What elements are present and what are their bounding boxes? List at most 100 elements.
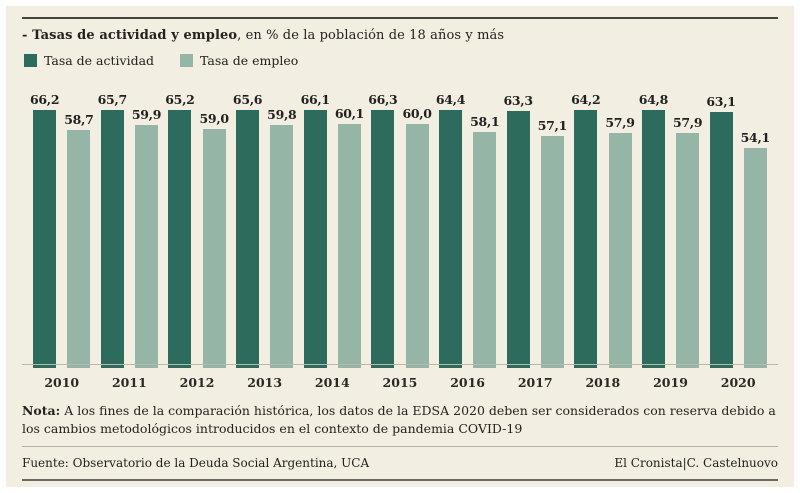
bar <box>438 110 462 368</box>
bar-group-2013: 65,6 59,8 2013 <box>233 92 297 390</box>
bar <box>371 110 395 368</box>
credit-text: El Cronista|C. Castelnuovo <box>614 456 778 470</box>
bar <box>33 110 57 368</box>
bar-column: 66,2 <box>30 92 60 368</box>
bar-column: 60,0 <box>402 92 432 368</box>
chart-card: - Tasas de actividad y empleo, en % de l… <box>6 6 794 487</box>
chart-note: Nota: A los fines de la comparación hist… <box>22 402 778 437</box>
bar-value-label: 64,8 <box>638 92 669 107</box>
chart-note-label: Nota: <box>22 403 61 418</box>
bar-column: 65,7 <box>98 92 127 368</box>
bar-column: 66,3 <box>368 92 398 368</box>
bar-pair: 65,2 59,0 <box>165 92 229 368</box>
legend-item-actividad: Tasa de actividad <box>24 53 154 68</box>
year-label: 2020 <box>720 375 756 390</box>
bar <box>236 110 260 368</box>
bar-value-label: 57,1 <box>537 118 568 134</box>
bar-group-2020: 63,1 54,1 2020 <box>706 92 770 390</box>
bar <box>337 124 361 368</box>
bar-group-2018: 64,2 57,9 2018 <box>571 92 635 390</box>
bar-column: 64,4 <box>436 92 465 368</box>
bar-pair: 63,3 57,1 <box>503 92 567 368</box>
bar-pair: 66,3 60,0 <box>368 92 432 368</box>
bar-group-2016: 64,4 58,1 2016 <box>436 92 500 390</box>
bottom-rule <box>22 479 778 481</box>
bar-group-2012: 65,2 59,0 2012 <box>165 92 229 390</box>
legend-label-actividad: Tasa de actividad <box>44 53 155 68</box>
bar-value-label: 58,1 <box>470 114 500 130</box>
bar <box>743 148 767 368</box>
chart-title: - Tasas de actividad y empleo, en % de l… <box>22 28 778 43</box>
bar-pair: 64,8 57,9 <box>639 92 703 368</box>
bar <box>303 110 327 368</box>
bar-value-label: 64,4 <box>435 92 466 107</box>
bar-value-label: 66,3 <box>368 92 398 107</box>
year-label: 2011 <box>111 375 147 390</box>
bar <box>168 110 192 368</box>
bar-column: 59,0 <box>200 92 229 368</box>
bar-group-2015: 66,3 60,0 2015 <box>368 92 432 390</box>
year-label: 2015 <box>382 375 418 390</box>
bar-column: 60,1 <box>335 92 364 368</box>
bar-group-2010: 66,2 58,7 2010 <box>30 92 94 390</box>
bar-pair: 65,7 59,9 <box>98 92 161 368</box>
bar-group-2011: 65,7 59,9 2011 <box>98 92 162 390</box>
chart-plot: 66,2 58,7 2010 65,7 59,9 2011 65,2 59,0 2012 65,6… <box>22 88 778 390</box>
bar <box>135 124 159 368</box>
bar-column: 57,9 <box>605 92 635 368</box>
bar-value-label: 59,0 <box>199 110 230 126</box>
year-label: 2014 <box>314 375 350 390</box>
bar <box>506 111 530 368</box>
bar-value-label: 65,7 <box>97 92 128 107</box>
bar-column: 66,1 <box>301 92 330 368</box>
year-label: 2017 <box>517 375 553 390</box>
bar <box>202 128 226 368</box>
chart-legend: Tasa de actividad Tasa de empleo <box>24 53 778 68</box>
bar <box>100 110 124 368</box>
top-rule <box>22 17 778 19</box>
legend-swatch-empleo <box>180 54 194 67</box>
bar <box>473 132 497 368</box>
bar <box>405 124 429 368</box>
bar-column: 58,1 <box>470 92 500 368</box>
bar-value-label: 60,0 <box>402 106 432 122</box>
chart-title-bold: - Tasas de actividad y empleo <box>22 28 238 43</box>
bar-column: 59,9 <box>132 92 161 368</box>
bar-value-label: 54,1 <box>740 130 771 146</box>
year-label: 2010 <box>44 375 80 390</box>
x-axis-baseline <box>22 364 778 365</box>
bar-value-label: 60,1 <box>334 106 365 122</box>
bar-column: 65,6 <box>233 92 262 368</box>
bar-value-label: 57,9 <box>673 115 703 130</box>
bar <box>574 110 598 368</box>
bar-value-label: 66,1 <box>300 92 331 107</box>
bar <box>540 136 564 368</box>
bar-column: 64,8 <box>639 92 668 368</box>
bar <box>608 133 632 368</box>
legend-item-empleo: Tasa de empleo <box>180 53 298 68</box>
bar-pair: 64,4 58,1 <box>436 92 500 368</box>
bar <box>270 125 294 368</box>
bar-pair: 63,1 54,1 <box>706 92 770 368</box>
bar-column: 59,8 <box>267 92 297 368</box>
bar-group-2019: 64,8 57,9 2019 <box>639 92 703 390</box>
year-label: 2018 <box>585 375 621 390</box>
year-label: 2012 <box>179 375 215 390</box>
legend-swatch-actividad <box>24 54 37 67</box>
bar-column: 63,3 <box>503 92 533 368</box>
bar-value-label: 66,2 <box>30 92 60 107</box>
bar-column: 58,7 <box>64 92 94 368</box>
bar-pair: 66,2 58,7 <box>30 92 94 368</box>
bar-group-2014: 66,1 60,1 2014 <box>301 92 365 390</box>
bar-pair: 64,2 57,9 <box>571 92 635 368</box>
chart-title-rest: , en % de la población de 18 años y más <box>237 28 505 43</box>
bar-column: 57,1 <box>538 92 567 368</box>
bar-value-label: 64,2 <box>571 92 601 107</box>
bar-pair: 65,6 59,8 <box>233 92 297 368</box>
bar-column: 57,9 <box>673 92 703 368</box>
bar-value-label: 59,8 <box>267 107 297 123</box>
chart-note-text: A los fines de la comparación histórica,… <box>22 403 776 436</box>
bar-group-2017: 63,3 57,1 2017 <box>503 92 567 390</box>
legend-label-empleo: Tasa de empleo <box>200 53 299 68</box>
bar <box>709 111 733 368</box>
